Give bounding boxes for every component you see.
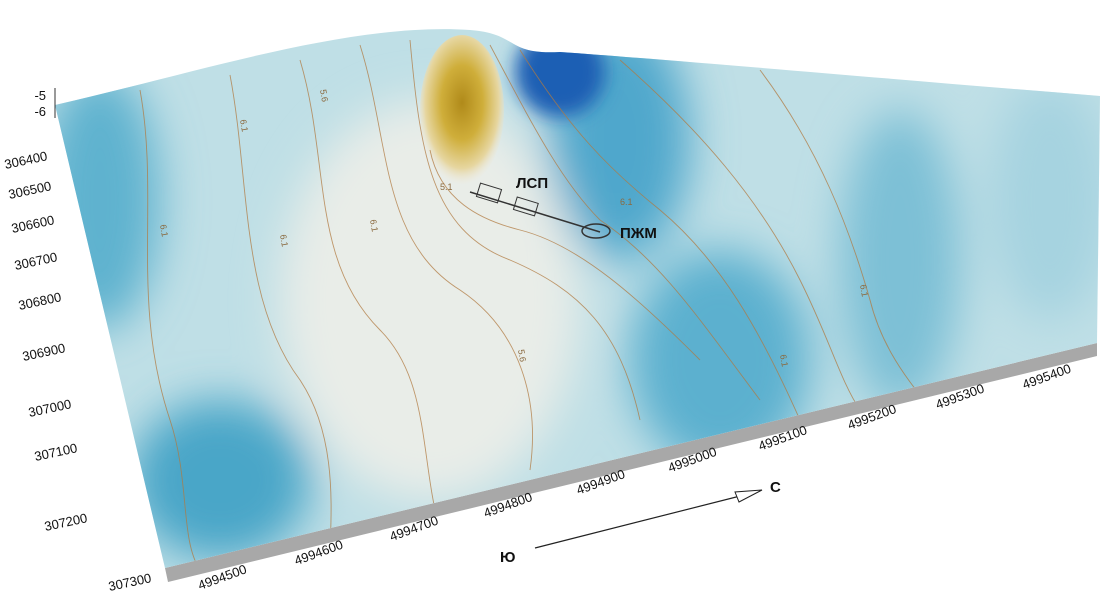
arrow-head bbox=[735, 490, 762, 502]
contour-label: 5.6 bbox=[516, 349, 528, 363]
contour-label: 6.1 bbox=[620, 197, 633, 207]
peak bbox=[420, 35, 504, 185]
contour-label: 5.1 bbox=[440, 182, 453, 192]
shade bbox=[130, 400, 310, 560]
direction-from: Ю bbox=[500, 549, 515, 566]
y-tick-label: 306700 bbox=[13, 249, 59, 273]
marker-label: ЛСП bbox=[516, 175, 548, 192]
y-tick-label: 306900 bbox=[21, 340, 67, 364]
contour-label: 6.1 bbox=[238, 119, 250, 133]
arrow-line bbox=[535, 493, 752, 548]
y-tick-label: 307100 bbox=[33, 440, 79, 464]
z-axis: -5 -6 bbox=[34, 88, 55, 119]
y-tick-label: 307000 bbox=[27, 396, 73, 420]
surface bbox=[40, 20, 1102, 590]
z-tick-label: -6 bbox=[34, 104, 46, 119]
marker-label: ПЖМ bbox=[620, 225, 657, 242]
contour-label: 6.1 bbox=[278, 234, 290, 248]
contour-label: 5.6 bbox=[318, 89, 330, 103]
depression bbox=[515, 27, 605, 117]
map-view: 6.1 5.6 6.1 5.1 6.1 6.1 5.6 6.1 6.1 6.1 … bbox=[0, 0, 1102, 598]
contour-label: 6.1 bbox=[368, 219, 380, 233]
y-tick-label: 306800 bbox=[17, 289, 63, 313]
z-tick-label: -5 bbox=[34, 88, 46, 103]
direction-to: С bbox=[770, 479, 781, 496]
contour-label: 6.1 bbox=[778, 354, 790, 368]
y-tick-label: 306400 bbox=[3, 148, 49, 172]
y-tick-label: 307300 bbox=[107, 570, 153, 594]
contour-label: 6.1 bbox=[858, 284, 870, 298]
y-tick-label: 307200 bbox=[43, 510, 89, 534]
y-tick-label: 306500 bbox=[7, 178, 53, 202]
contour-label: 6.1 bbox=[158, 224, 170, 238]
direction-arrow: Ю С bbox=[500, 479, 781, 566]
y-tick-label: 306600 bbox=[10, 212, 56, 236]
